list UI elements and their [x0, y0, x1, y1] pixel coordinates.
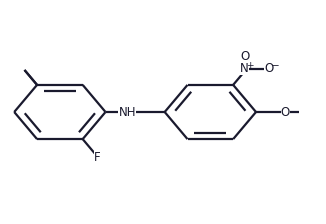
Text: F: F: [94, 151, 100, 164]
Text: O: O: [264, 62, 274, 75]
Text: O: O: [281, 106, 290, 118]
Text: N: N: [240, 62, 249, 75]
Text: O: O: [240, 50, 249, 63]
Text: NH: NH: [118, 106, 136, 118]
Text: −: −: [271, 61, 279, 71]
Text: +: +: [246, 60, 254, 70]
